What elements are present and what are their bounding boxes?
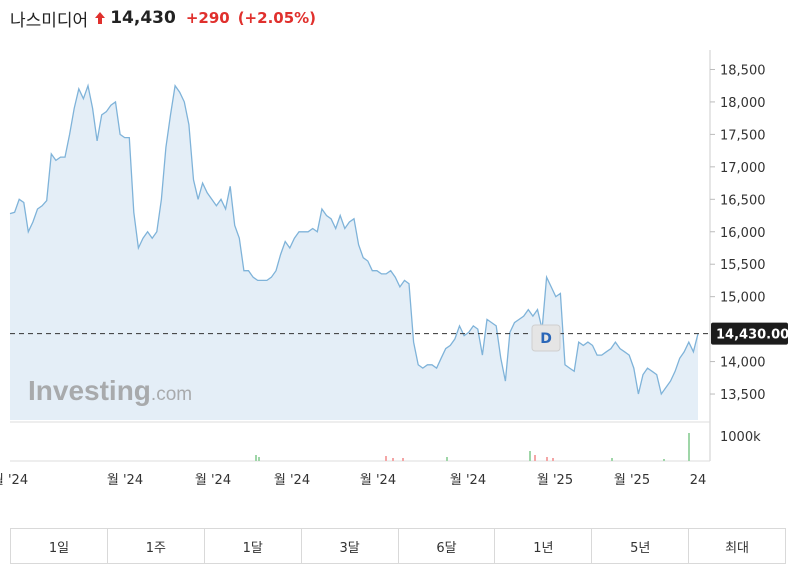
dividend-marker-label[interactable]: D: [540, 331, 552, 347]
period-tab[interactable]: 1일: [11, 529, 108, 563]
period-tab[interactable]: 1년: [495, 529, 593, 563]
period-tab[interactable]: 1주: [108, 529, 205, 563]
price-change: +290: [185, 9, 230, 27]
y-tick-label: 18,000: [720, 96, 766, 111]
period-tab[interactable]: 1달: [205, 529, 302, 563]
price-area-fill: [10, 85, 698, 420]
x-tick-label: 월 '24: [274, 473, 310, 488]
volume-bar: [385, 456, 387, 461]
y-tick-label: 15,000: [720, 291, 766, 306]
volume-tick-label: 1000k: [720, 430, 761, 445]
y-tick-label: 16,500: [720, 193, 766, 208]
price-line: [9, 83, 699, 396]
current-price-label: 14,430.00: [716, 328, 789, 343]
volume-bar: [688, 433, 690, 461]
volume-bar: [446, 457, 448, 461]
investing-watermark: Investing.com: [28, 375, 192, 406]
price-chart: Investing.com 18,500 18,000 17,500 17,000 16,…: [0, 50, 789, 488]
current-price: 14,430: [110, 8, 176, 28]
volume-bar: [529, 451, 531, 461]
volume-bar: [611, 458, 613, 461]
y-tick-label: 14,000: [720, 356, 766, 371]
period-tab[interactable]: 최대: [725, 540, 750, 556]
volume-bar: [546, 457, 548, 461]
y-tick-label: 17,500: [720, 128, 766, 143]
period-tab[interactable]: 5년: [592, 529, 690, 563]
dividend-marker[interactable]: [531, 324, 561, 352]
period-tabs: 1일 1주 1달 3달 6달 1년 5년 최대: [10, 528, 786, 564]
price-change-percent: (+2.05%): [237, 9, 317, 27]
stock-header: 나스미디어 14,430 +290 (+2.05%): [10, 6, 324, 31]
volume-bar: [255, 455, 257, 461]
period-tab[interactable]: 6달: [399, 529, 496, 563]
x-tick-label: 월 '24: [450, 473, 486, 488]
x-tick-label: 월 '24: [360, 473, 396, 488]
stock-name: 나스미디어: [10, 10, 89, 31]
up-arrow-icon: [95, 12, 106, 24]
x-tick-label: 월 '25: [537, 473, 573, 488]
volume-bar: [663, 459, 665, 461]
y-tick-label: 18,500: [720, 63, 766, 78]
x-tick-label: 월 '25: [614, 473, 650, 488]
volume-bar: [552, 458, 554, 461]
y-tick-label: 13,500: [720, 388, 766, 403]
y-tick-label: 15,500: [720, 258, 766, 273]
x-tick-label: 월 '24: [0, 473, 28, 488]
y-tick-label: 16,000: [720, 226, 766, 241]
x-tick-label: 24: [690, 473, 707, 488]
volume-bar: [534, 455, 536, 461]
volume-bar: [258, 457, 260, 461]
period-tab[interactable]: 3달: [302, 529, 399, 563]
x-tick-label: 월 '24: [107, 473, 143, 488]
volume-bar: [392, 458, 394, 461]
y-tick-label: 17,000: [720, 161, 766, 176]
volume-bar: [402, 458, 404, 461]
current-price-badge: [711, 322, 788, 345]
x-tick-label: 월 '24: [195, 473, 231, 488]
